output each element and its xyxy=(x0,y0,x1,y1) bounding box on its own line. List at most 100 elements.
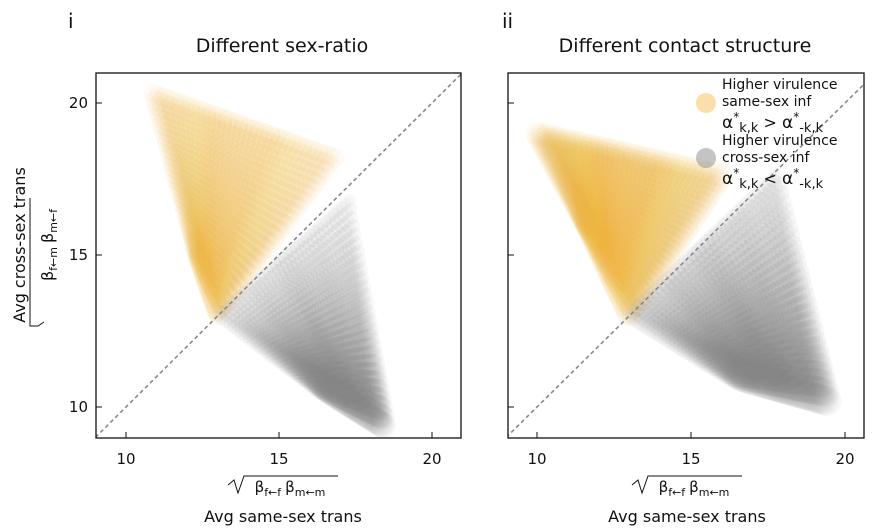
data-point xyxy=(226,217,246,237)
data-point xyxy=(338,388,364,414)
data-point xyxy=(340,325,361,346)
data-point xyxy=(207,256,227,276)
data-point xyxy=(216,280,237,300)
data-point xyxy=(230,182,250,203)
data-point xyxy=(189,185,209,205)
data-point xyxy=(247,184,267,204)
data-point xyxy=(321,361,345,384)
data-point xyxy=(212,285,232,305)
data-point xyxy=(172,111,193,132)
data-point xyxy=(192,261,212,281)
data-point xyxy=(549,133,574,158)
data-point xyxy=(188,160,208,181)
data-point xyxy=(181,222,201,242)
data-point xyxy=(219,205,240,226)
data-point xyxy=(301,348,323,370)
data-point xyxy=(253,143,274,164)
data-point xyxy=(314,151,335,172)
data-point xyxy=(330,361,354,385)
data-point xyxy=(307,352,329,374)
data-point xyxy=(333,348,356,371)
data-point xyxy=(317,377,343,404)
data-point xyxy=(644,148,669,173)
data-point xyxy=(347,393,373,419)
data-point xyxy=(203,292,223,311)
data-point xyxy=(324,211,336,224)
data-point xyxy=(284,296,301,313)
data-point xyxy=(248,241,268,262)
data-point xyxy=(191,247,211,267)
x-tick-label: 20 xyxy=(835,450,854,468)
data-point xyxy=(323,294,341,313)
data-point xyxy=(208,226,229,246)
data-point xyxy=(248,155,269,176)
data-point xyxy=(188,246,208,266)
data-point xyxy=(169,122,190,143)
data-point xyxy=(267,171,288,192)
data-point xyxy=(255,151,276,172)
y-tick-label: 20 xyxy=(69,94,88,112)
data-point xyxy=(692,172,717,196)
data-point xyxy=(211,214,231,234)
data-point xyxy=(187,244,207,264)
data-point xyxy=(211,120,232,141)
data-point xyxy=(318,145,339,166)
data-point xyxy=(216,259,236,279)
data-point xyxy=(266,336,285,355)
data-point xyxy=(314,356,337,379)
data-point xyxy=(211,114,232,135)
data-point xyxy=(218,163,239,183)
data-point xyxy=(540,134,565,159)
data-point xyxy=(669,171,694,196)
data-point xyxy=(292,318,311,337)
data-point xyxy=(265,303,281,319)
data-point xyxy=(316,369,341,394)
data-point xyxy=(316,339,338,361)
data-point xyxy=(245,198,265,218)
data-point xyxy=(292,136,313,157)
data-point xyxy=(341,385,367,411)
data-point xyxy=(280,184,301,205)
data-point xyxy=(221,221,241,241)
data-point xyxy=(197,223,218,243)
data-point xyxy=(306,347,328,369)
data-point xyxy=(218,219,239,240)
data-point xyxy=(231,292,244,305)
data-point xyxy=(332,231,346,245)
data-point xyxy=(361,406,388,433)
data-point xyxy=(337,261,354,278)
data-point xyxy=(237,242,257,262)
data-point xyxy=(254,272,267,285)
data-point xyxy=(187,240,207,260)
data-point xyxy=(321,222,335,235)
data-point xyxy=(208,268,228,288)
data-point xyxy=(293,360,316,384)
data-point xyxy=(701,168,725,192)
data-point xyxy=(310,166,331,186)
data-point xyxy=(146,96,167,117)
data-point xyxy=(245,293,259,307)
data-point xyxy=(225,233,246,253)
data-point xyxy=(271,323,289,341)
data-point xyxy=(324,366,348,390)
data-point xyxy=(351,394,377,421)
data-point xyxy=(334,312,354,332)
data-point xyxy=(307,356,331,379)
data-point xyxy=(251,217,271,238)
data-point xyxy=(356,403,383,430)
data-point xyxy=(338,243,353,259)
data-point xyxy=(250,225,270,246)
data-point xyxy=(333,297,352,315)
data-point xyxy=(321,355,344,379)
data-point xyxy=(282,284,298,300)
data-point xyxy=(236,178,256,199)
data-point xyxy=(232,198,253,219)
data-point xyxy=(190,216,210,236)
data-point xyxy=(262,299,277,315)
data-point xyxy=(188,220,209,241)
data-point xyxy=(674,161,699,186)
data-point xyxy=(565,141,590,166)
data-point xyxy=(315,376,341,403)
data-point xyxy=(234,314,249,329)
data-point xyxy=(355,361,378,385)
